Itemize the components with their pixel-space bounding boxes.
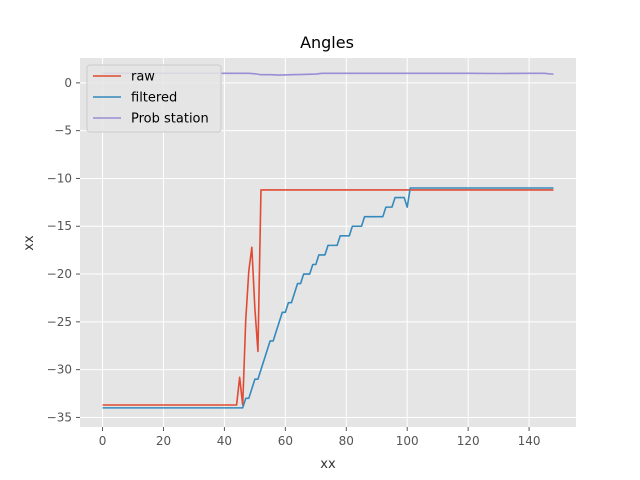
- legend-label: raw: [131, 70, 155, 85]
- chart-title: Angles: [300, 33, 354, 52]
- x-tick-label: 100: [396, 434, 419, 448]
- x-axis-label: xx: [320, 457, 336, 472]
- y-tick-label: −10: [47, 171, 72, 185]
- series-line-raw: [102, 189, 554, 406]
- axis-ticks: 0 20 40 60 80 100 120 140 0 −5 −10 −15 −20 −25 −30 −35: [47, 76, 541, 448]
- legend: raw filtered Prob station: [86, 64, 222, 133]
- x-tick-label: 80: [339, 434, 354, 448]
- legend-box: [86, 64, 222, 133]
- y-tick-label: 0: [64, 76, 72, 90]
- y-tick-label: −25: [47, 315, 72, 329]
- y-tick-label: −5: [54, 124, 72, 138]
- x-tick-label: 140: [518, 434, 541, 448]
- y-tick-label: −15: [47, 219, 72, 233]
- legend-label: filtered: [131, 91, 177, 106]
- x-tick-label: 40: [217, 434, 232, 448]
- legend-label: Prob station: [131, 112, 209, 127]
- x-tick-label: 60: [278, 434, 293, 448]
- y-tick-label: −35: [47, 410, 72, 424]
- x-tick-label: 0: [99, 434, 107, 448]
- x-tick-label: 20: [156, 434, 171, 448]
- x-tick-label: 120: [457, 434, 480, 448]
- y-tick-label: −30: [47, 363, 72, 377]
- y-axis-label: xx: [22, 235, 37, 251]
- series-line-filtered: [102, 187, 554, 409]
- y-tick-label: −20: [47, 267, 72, 281]
